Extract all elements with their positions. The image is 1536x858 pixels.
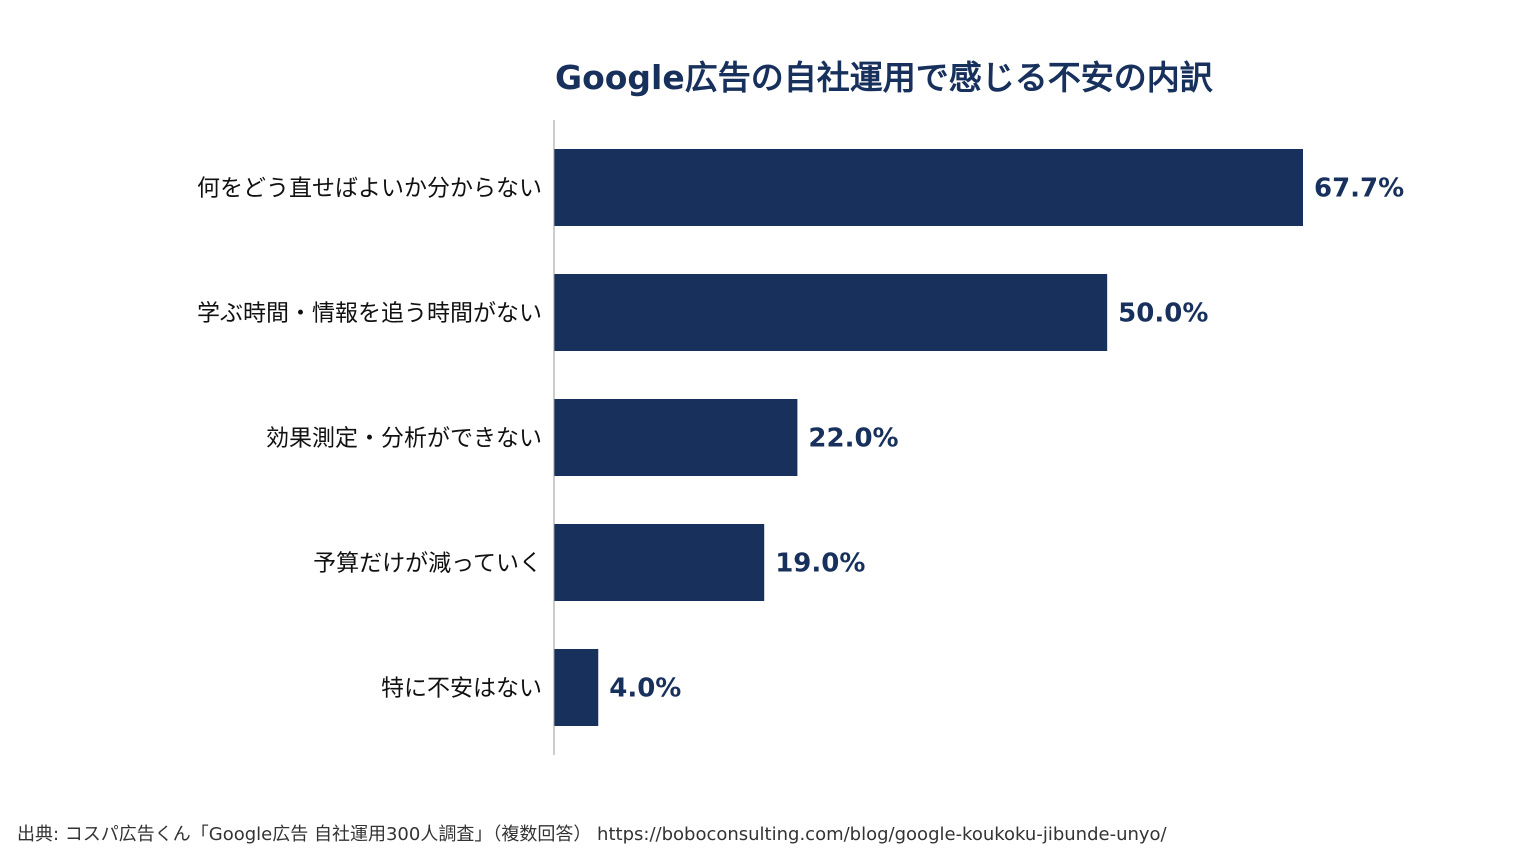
value-label: 19.0%: [775, 549, 865, 579]
bar: [554, 649, 599, 726]
category-label: 特に不安はない: [381, 676, 542, 702]
category-label: 効果測定・分析ができない: [266, 426, 542, 452]
value-label: 22.0%: [808, 424, 898, 454]
category-label: 予算だけが減っていく: [313, 551, 542, 577]
plot-area: 何をどう直せばよいか分からない 67.7% 学ぶ時間・情報を追う時間がない 50.0%…: [197, 149, 1404, 726]
bar: [554, 399, 798, 476]
value-label: 50.0%: [1118, 299, 1208, 329]
category-label: 学ぶ時間・情報を追う時間がない: [197, 301, 542, 327]
bar: [554, 524, 765, 601]
chart-title: Google広告の自社運用で感じる不安の内訳: [555, 58, 1214, 97]
value-label: 4.0%: [609, 674, 681, 704]
value-label: 67.7%: [1314, 174, 1404, 204]
category-label: 何をどう直せばよいか分からない: [197, 176, 542, 202]
bar: [554, 149, 1303, 226]
bar: [554, 274, 1108, 351]
source-note: 出典: コスパ広告くん「Google広告 自社運用300人調査」（複数回答） h…: [17, 824, 1168, 845]
